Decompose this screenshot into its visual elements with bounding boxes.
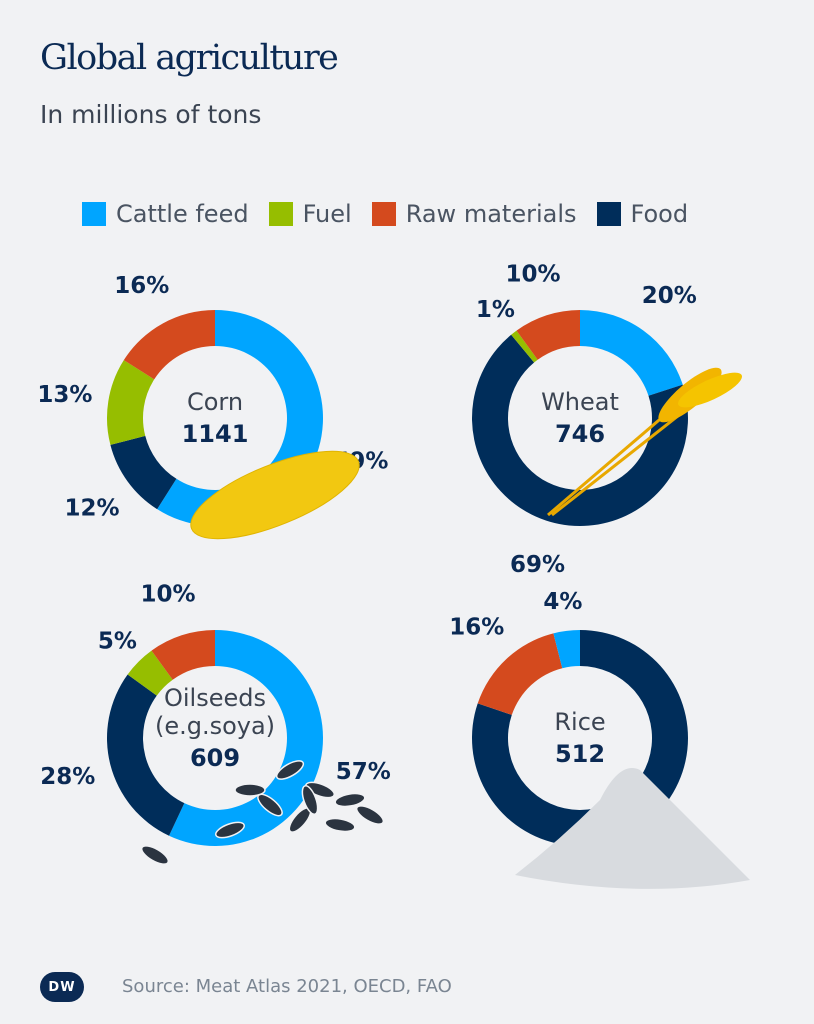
legend-swatch — [268, 202, 293, 226]
legend-swatch — [82, 202, 106, 226]
segment-food — [110, 435, 177, 510]
donut-center-name: Oilseeds — [164, 684, 266, 712]
donut-center-name: Corn — [187, 388, 243, 416]
data-label: 10% — [140, 581, 195, 607]
chart-subtitle: In millions of tons — [40, 100, 262, 129]
wheat-illustration — [547, 367, 743, 517]
chart-title: Global agriculture — [40, 38, 339, 78]
donut-center-name: (e.g.soya) — [155, 712, 275, 740]
segment-raw-materials — [151, 630, 215, 680]
seeds-illustration — [140, 760, 385, 865]
rice-illustration — [515, 768, 750, 889]
data-label: 4% — [543, 589, 582, 615]
segment-food — [471, 334, 688, 527]
data-label: 69% — [510, 552, 565, 578]
legend-item-raw-materials: Raw materials — [371, 200, 577, 228]
donut-center-name: Rice — [554, 708, 605, 736]
segment-raw-materials — [516, 310, 580, 360]
segment-cattle-feed — [169, 630, 324, 847]
legend: Cattle feed Fuel Raw materials Food — [82, 200, 688, 228]
data-label: 16% — [449, 614, 504, 640]
legend-label: Cattle feed — [116, 200, 249, 228]
source-note: Source: Meat Atlas 2021, OECD, FAO — [122, 976, 452, 997]
data-label: 13% — [37, 382, 92, 408]
segment-food — [106, 674, 185, 836]
segment-raw-materials — [477, 633, 563, 715]
segment-raw-materials — [123, 310, 215, 380]
donut-oilseeds-e-g-soya: 57% 28% 5%10% Oilseeds(e.g.soya) 609 — [40, 581, 391, 847]
data-label: 1% — [476, 297, 515, 323]
donut-center-total: 512 — [555, 740, 605, 768]
segment-fuel — [511, 330, 538, 363]
donut-wheat: 20% 69% 1% 10% Wheat 746 — [471, 261, 697, 578]
dw-logo: DW — [40, 972, 84, 1002]
legend-swatch — [371, 202, 396, 226]
data-label: 28% — [40, 764, 95, 790]
data-label: 12% — [64, 495, 119, 521]
donut-center-total: 746 — [555, 420, 605, 448]
legend-swatch — [596, 202, 621, 226]
legend-item-fuel: Fuel — [268, 200, 352, 228]
segment-fuel — [127, 650, 173, 696]
legend-label: Food — [630, 200, 689, 228]
legend-item-food: Food — [596, 200, 689, 228]
data-label: 10% — [505, 261, 560, 287]
segment-fuel — [107, 360, 155, 445]
data-label: 5% — [98, 628, 137, 654]
corn-illustration — [190, 450, 360, 540]
donut-center-name: Wheat — [541, 388, 619, 416]
donut-center-total: 609 — [190, 744, 240, 772]
segment-cattle-feed — [553, 630, 580, 669]
legend-item-cattle-feed: Cattle feed — [82, 200, 249, 228]
donut-center-total: 1141 — [182, 420, 249, 448]
legend-label: Raw materials — [405, 200, 577, 228]
data-label: 16% — [114, 273, 169, 299]
data-label: 20% — [642, 283, 697, 309]
legend-label: Fuel — [302, 200, 352, 228]
segment-cattle-feed — [580, 310, 683, 396]
footer: DW — [40, 972, 84, 1002]
data-label: 57% — [336, 759, 391, 785]
